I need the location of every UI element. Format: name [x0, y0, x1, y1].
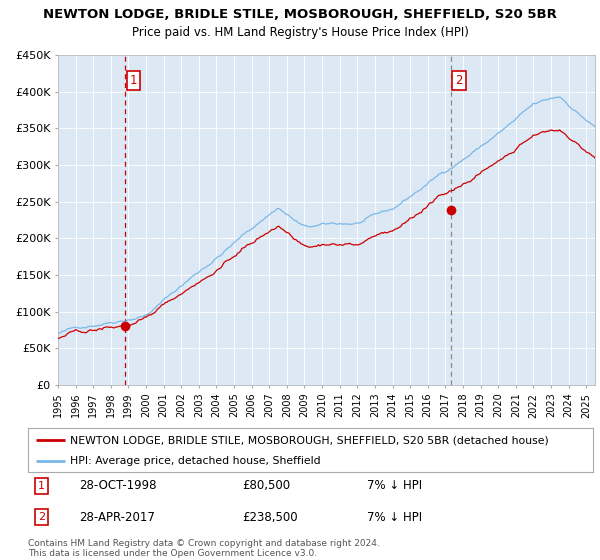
Text: 28-APR-2017: 28-APR-2017 — [79, 511, 155, 524]
Text: HPI: Average price, detached house, Sheffield: HPI: Average price, detached house, Shef… — [70, 456, 321, 466]
Text: £238,500: £238,500 — [242, 511, 298, 524]
Text: 7% ↓ HPI: 7% ↓ HPI — [367, 479, 422, 492]
Text: 1: 1 — [130, 74, 137, 87]
Text: £80,500: £80,500 — [242, 479, 291, 492]
Text: Contains HM Land Registry data © Crown copyright and database right 2024.
This d: Contains HM Land Registry data © Crown c… — [28, 539, 380, 558]
Text: 2: 2 — [38, 512, 45, 522]
Text: 28-OCT-1998: 28-OCT-1998 — [79, 479, 157, 492]
Text: NEWTON LODGE, BRIDLE STILE, MOSBOROUGH, SHEFFIELD, S20 5BR (detached house): NEWTON LODGE, BRIDLE STILE, MOSBOROUGH, … — [70, 435, 549, 445]
Text: 2: 2 — [455, 74, 463, 87]
Text: NEWTON LODGE, BRIDLE STILE, MOSBOROUGH, SHEFFIELD, S20 5BR: NEWTON LODGE, BRIDLE STILE, MOSBOROUGH, … — [43, 8, 557, 21]
Text: Price paid vs. HM Land Registry's House Price Index (HPI): Price paid vs. HM Land Registry's House … — [131, 26, 469, 39]
Text: 1: 1 — [38, 481, 45, 491]
Text: 7% ↓ HPI: 7% ↓ HPI — [367, 511, 422, 524]
